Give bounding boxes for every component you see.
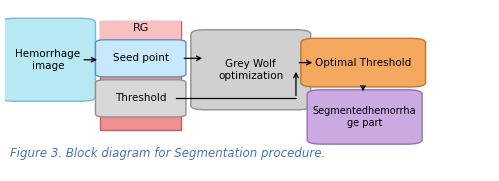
- Text: RG: RG: [133, 23, 149, 33]
- FancyBboxPatch shape: [0, 18, 95, 101]
- FancyBboxPatch shape: [307, 90, 422, 144]
- Text: Seed point: Seed point: [113, 53, 169, 63]
- FancyBboxPatch shape: [301, 38, 426, 87]
- Text: Figure 3. Block diagram for Segmentation procedure.: Figure 3. Block diagram for Segmentation…: [10, 147, 325, 160]
- FancyBboxPatch shape: [100, 21, 181, 130]
- Text: Threshold: Threshold: [115, 93, 167, 103]
- Text: Grey Wolf
optimization: Grey Wolf optimization: [218, 59, 283, 81]
- FancyBboxPatch shape: [191, 30, 310, 110]
- FancyBboxPatch shape: [95, 40, 186, 77]
- FancyBboxPatch shape: [95, 80, 186, 117]
- FancyBboxPatch shape: [100, 21, 181, 43]
- Text: Optimal Threshold: Optimal Threshold: [315, 58, 411, 68]
- Text: Segmentedhemorrha
ge part: Segmentedhemorrha ge part: [313, 106, 417, 128]
- Text: Hemorrhage
image: Hemorrhage image: [15, 49, 80, 71]
